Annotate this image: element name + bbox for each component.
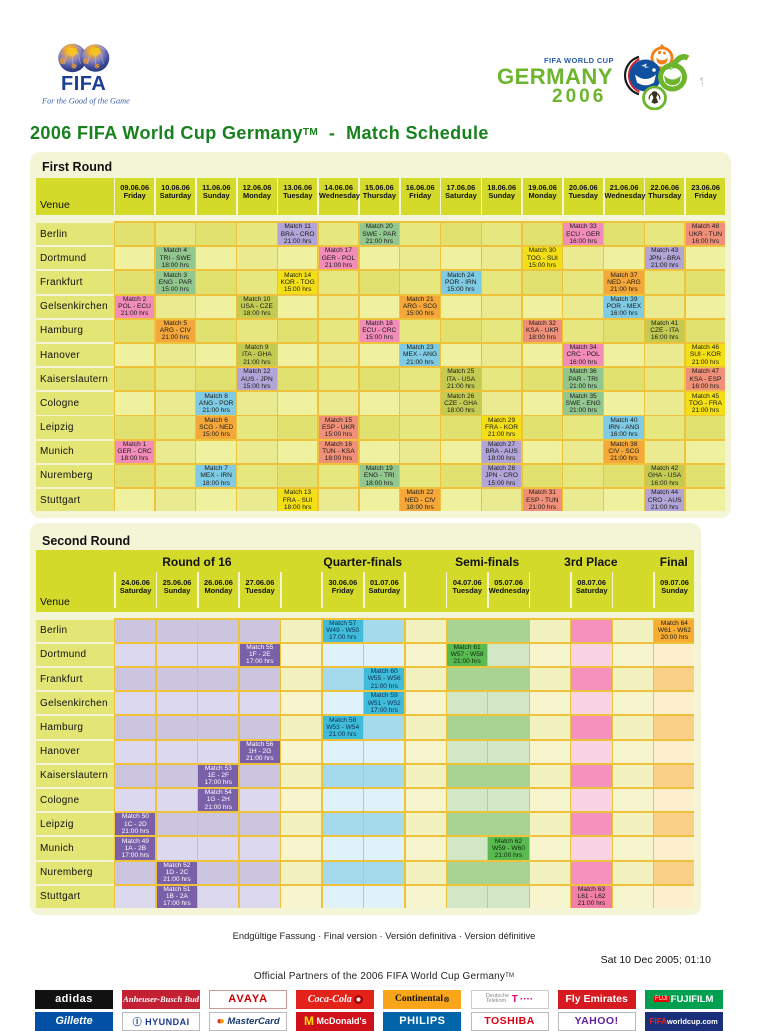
svg-text:© 2002 FIFA TM: © 2002 FIFA TM	[699, 76, 703, 110]
svg-text:GERMANY: GERMANY	[497, 64, 613, 89]
svg-text:FIFA WORLD CUP: FIFA WORLD CUP	[544, 56, 614, 65]
svg-text:For the Good of the Game: For the Good of the Game	[41, 97, 130, 106]
svg-text:FIFA: FIFA	[61, 73, 106, 95]
svg-text:2006: 2006	[552, 86, 606, 107]
